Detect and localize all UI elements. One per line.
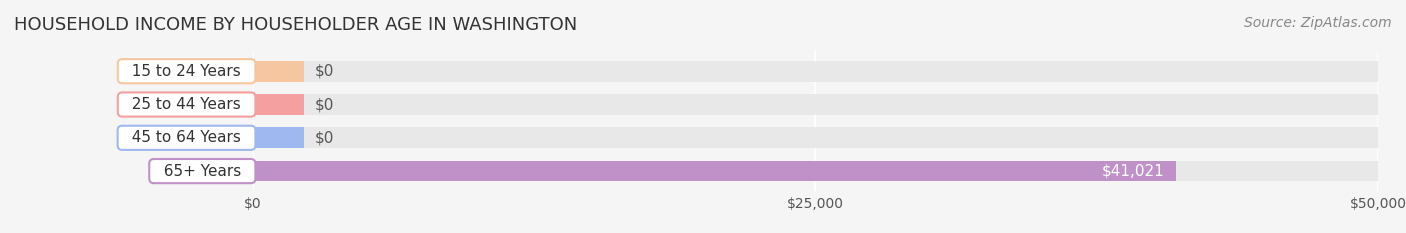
Bar xyxy=(253,61,1378,82)
Bar xyxy=(253,161,1378,182)
Text: $0: $0 xyxy=(315,97,335,112)
Bar xyxy=(253,127,304,148)
Text: HOUSEHOLD INCOME BY HOUSEHOLDER AGE IN WASHINGTON: HOUSEHOLD INCOME BY HOUSEHOLDER AGE IN W… xyxy=(14,16,578,34)
Text: Source: ZipAtlas.com: Source: ZipAtlas.com xyxy=(1244,16,1392,30)
Text: 65+ Years: 65+ Years xyxy=(153,164,250,178)
Text: 45 to 64 Years: 45 to 64 Years xyxy=(122,130,250,145)
Bar xyxy=(253,127,1378,148)
Text: $0: $0 xyxy=(315,130,335,145)
Text: $41,021: $41,021 xyxy=(1102,164,1164,178)
Bar xyxy=(253,61,304,82)
Bar xyxy=(253,161,1175,182)
Bar xyxy=(253,94,304,115)
Text: $0: $0 xyxy=(315,64,335,79)
Bar xyxy=(253,94,1378,115)
Text: 25 to 44 Years: 25 to 44 Years xyxy=(122,97,250,112)
Text: 15 to 24 Years: 15 to 24 Years xyxy=(122,64,250,79)
